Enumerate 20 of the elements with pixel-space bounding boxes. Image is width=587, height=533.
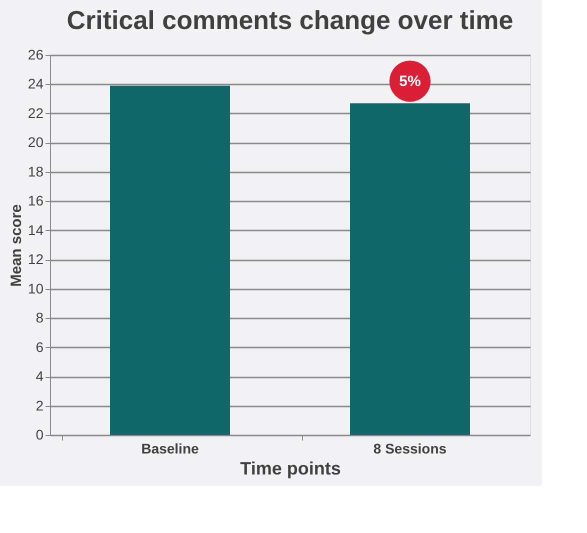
y-tick-label: 24 [28,76,44,92]
y-tick-label: 14 [28,222,44,238]
y-tick-label: 0 [36,426,44,442]
y-tick-label: 8 [36,310,44,326]
y-axis-title: Mean score [8,204,25,287]
y-tick-label: 26 [28,46,44,62]
y-tick-label: 18 [28,163,44,180]
x-tick-label: Baseline [141,440,200,456]
annotation: 5% [399,73,421,90]
y-tick-label: 16 [28,192,44,209]
y-tick-label: 4 [36,368,44,384]
y-tick-label: 6 [36,338,44,355]
x-tick-label: 8 Sessions [373,440,447,456]
y-tick-label: 22 [28,104,44,121]
y-tick-label: 10 [28,280,44,296]
chart-title: Critical comments change over time [66,5,514,35]
y-tick-label: 20 [28,134,44,150]
y-tick-label: 12 [28,251,44,268]
x-axis-title: Time points [240,458,341,478]
y-tick-label: 2 [36,397,44,414]
